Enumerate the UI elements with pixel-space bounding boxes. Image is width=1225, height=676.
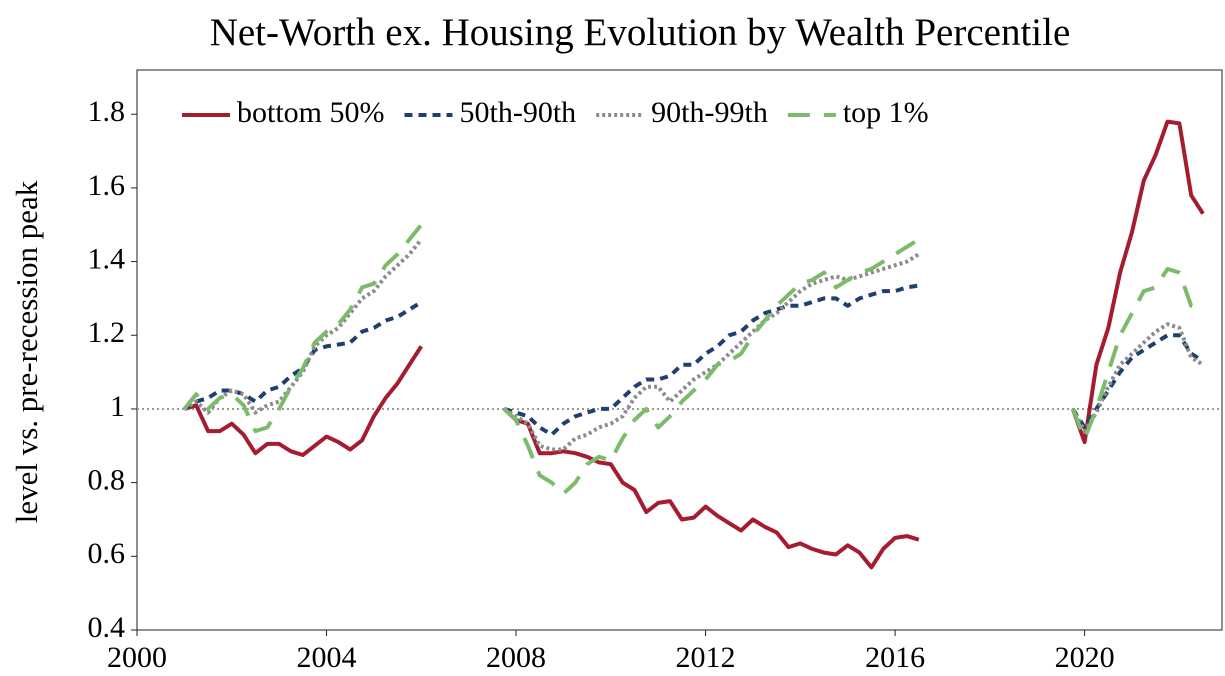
series-line: [183, 119, 1205, 570]
y-axis-label: level vs. pre-recession peak: [9, 180, 44, 523]
x-tick-label: 2008: [486, 641, 546, 674]
y-tick-label: 1: [110, 390, 125, 423]
plot-frame: [136, 69, 1223, 631]
y-tick-label: 0.6: [88, 537, 126, 570]
legend-label: top 1%: [843, 96, 929, 129]
x-tick-label: 2004: [297, 641, 357, 674]
y-tick-label: 0.8: [88, 464, 126, 497]
chart-title: Net-Worth ex. Housing Evolution by Wealt…: [210, 11, 1071, 54]
x-tick-label: 2020: [1055, 641, 1115, 674]
y-tick-label: 0.4: [88, 611, 126, 644]
y-tick-label: 1.6: [88, 169, 126, 202]
series-line: [183, 283, 1205, 437]
series-line: [182, 223, 1203, 496]
y-tick-label: 1.2: [88, 316, 126, 349]
x-tick-label: 2012: [676, 641, 736, 674]
y-tick-label: 1.8: [88, 95, 126, 128]
x-tick-label: 2000: [107, 641, 167, 674]
legend-label: 90th-99th: [651, 96, 768, 129]
legend-label: bottom 50%: [237, 96, 385, 129]
x-tick-label: 2016: [865, 641, 925, 674]
legend-label: 50th-90th: [460, 96, 577, 129]
y-tick-label: 1.4: [88, 242, 126, 275]
